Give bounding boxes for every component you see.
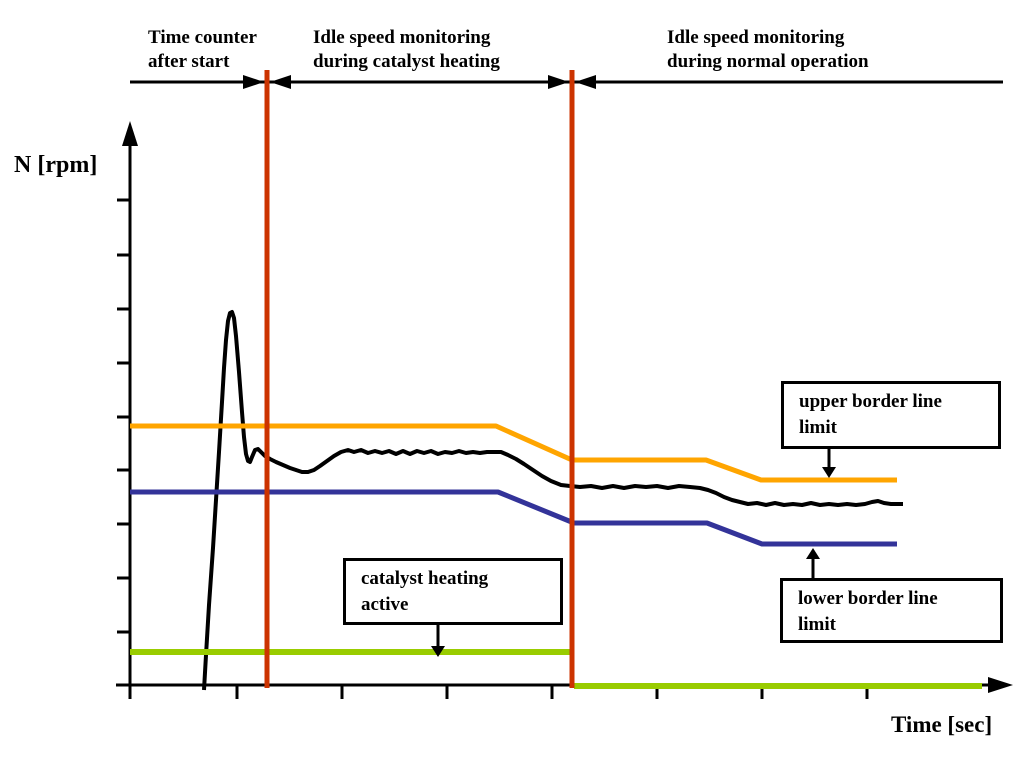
annotation-lower-border-line-limit: lower border line limit (780, 578, 1003, 643)
ruler-arrow-left-icon (270, 75, 291, 89)
y-axis-arrow-icon (122, 121, 138, 146)
x-axis-arrow-icon (988, 677, 1013, 693)
arrow-down-icon (822, 467, 836, 478)
annotation-upper-border-line-limit: upper border line limit (781, 381, 1001, 449)
ruler-arrow-right-icon (243, 75, 264, 89)
ruler-arrow-right-icon (548, 75, 569, 89)
phase-label-catalyst-heating: Idle speed monitoring during catalyst he… (313, 27, 500, 72)
x-axis-label: Time [sec] (891, 712, 993, 737)
phase-label-time-counter: Time counter after start (148, 27, 257, 72)
arrow-down-icon (431, 646, 445, 657)
engine-speed-curve (202, 310, 903, 691)
annotation-catalyst-heating-active: catalyst heating active (343, 558, 563, 625)
phase-label-normal-operation: Idle speed monitoring during normal oper… (667, 27, 869, 72)
ruler-arrow-left-icon (575, 75, 596, 89)
upper-border-limit-line (130, 423, 897, 483)
arrow-up-icon (806, 548, 820, 559)
y-axis-label: N [rpm] (14, 152, 98, 178)
lower-border-limit-line (130, 489, 897, 547)
